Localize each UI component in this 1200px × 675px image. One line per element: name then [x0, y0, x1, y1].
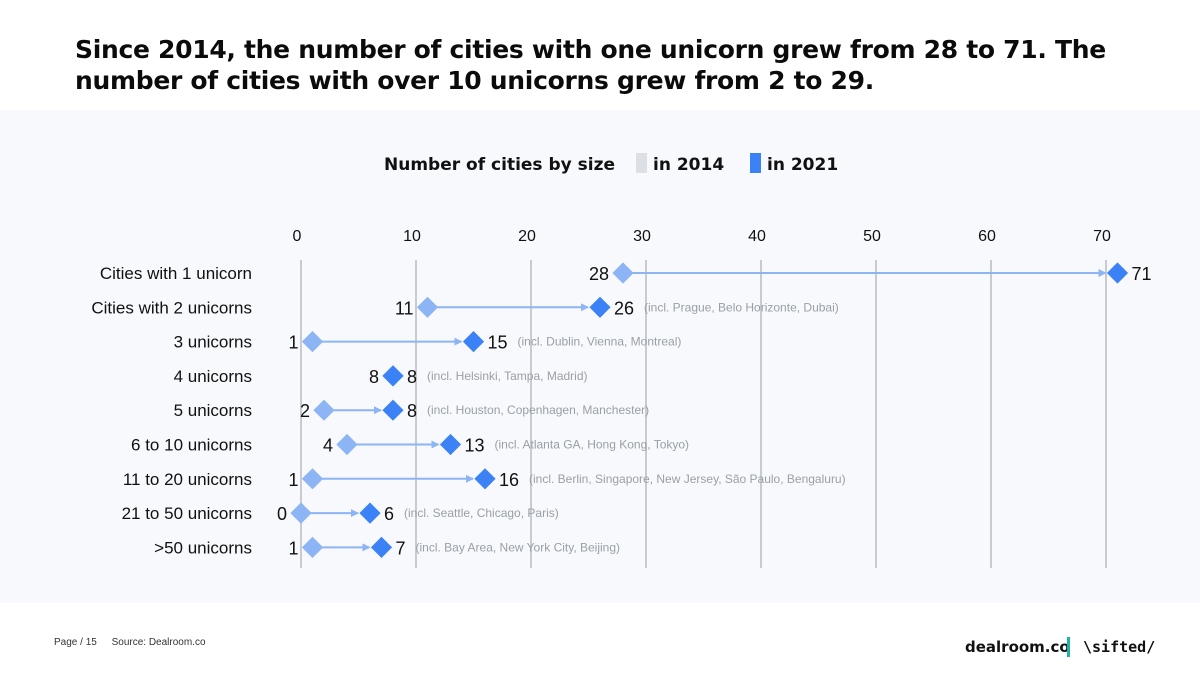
- marker-2014: [313, 399, 335, 421]
- city-annotation: (incl. Berlin, Singapore, New Jersey, Sã…: [529, 472, 846, 486]
- x-tick-label: 20: [518, 228, 536, 245]
- marker-2021: [1106, 262, 1129, 284]
- marker-2014: [336, 433, 358, 456]
- marker-2021: [370, 536, 393, 559]
- value-label-2021: 8: [407, 367, 417, 387]
- marker-2021: [382, 399, 404, 421]
- marker-2014: [301, 330, 324, 353]
- brand-divider: [1067, 637, 1070, 657]
- legend-swatch-2021: [750, 153, 761, 173]
- marker-2014: [416, 296, 439, 318]
- marker-2021: [589, 296, 611, 318]
- legend-swatch-2014: [636, 153, 647, 173]
- legend-label-2021: in 2021: [767, 155, 838, 175]
- value-label-2021: 6: [384, 504, 394, 524]
- marker-2021: [359, 502, 381, 524]
- x-tick-label: 40: [748, 228, 766, 245]
- value-label-2014: 1: [288, 333, 298, 353]
- x-tick-label: 30: [633, 228, 651, 245]
- sifted-logo: \sifted/: [1083, 638, 1156, 656]
- x-tick-label: 10: [403, 228, 421, 245]
- dealroom-logo: dealroom.co: [965, 638, 1070, 656]
- value-label-2021: 15: [488, 333, 508, 353]
- marker-2021: [382, 365, 404, 387]
- x-tick-label: 0: [293, 228, 302, 245]
- legend-title: Number of cities by size: [384, 155, 615, 175]
- marker-2021: [462, 330, 485, 353]
- marker-2014: [301, 536, 324, 559]
- value-label-2021: 13: [465, 436, 485, 456]
- marker-2021: [474, 468, 496, 490]
- value-label-2021: 7: [396, 538, 406, 558]
- category-label: Cities with 2 unicorns: [91, 298, 252, 317]
- category-label: 4 unicorns: [174, 367, 252, 386]
- page-number: Page / 15: [54, 637, 97, 648]
- legend-label-2014: in 2014: [653, 155, 724, 175]
- value-label-2014: 8: [369, 367, 379, 387]
- marker-2014: [301, 468, 324, 490]
- value-label-2014: 1: [288, 470, 298, 490]
- value-label-2014: 1: [288, 538, 298, 558]
- city-annotation: (incl. Helsinki, Tampa, Madrid): [427, 369, 588, 383]
- value-label-2021: 16: [499, 470, 519, 490]
- source-note: Source: Dealroom.co: [111, 637, 206, 648]
- x-tick-label: 60: [978, 228, 996, 245]
- page-title: Since 2014, the number of cities with on…: [75, 35, 1106, 95]
- value-label-2014: 28: [589, 264, 609, 284]
- city-annotation: (incl. Dublin, Vienna, Montreal): [518, 335, 682, 349]
- category-label: 11 to 20 unicorns: [123, 470, 252, 489]
- marker-2021: [439, 433, 462, 456]
- value-label-2021: 26: [614, 298, 634, 318]
- value-label-2014: 4: [323, 436, 333, 456]
- category-label: Cities with 1 unicorn: [100, 264, 252, 283]
- category-label: >50 unicorns: [154, 538, 252, 557]
- city-annotation: (incl. Atlanta GA, Hong Kong, Tokyo): [495, 438, 690, 452]
- marker-2014: [612, 262, 634, 284]
- category-label: 3 unicorns: [174, 333, 252, 352]
- value-label-2021: 71: [1132, 264, 1152, 284]
- value-label-2014: 11: [395, 298, 414, 318]
- category-label: 5 unicorns: [174, 401, 252, 420]
- city-annotation: (incl. Seattle, Chicago, Paris): [404, 506, 559, 520]
- footer: Page / 15 Source: Dealroom.co: [54, 637, 218, 648]
- value-label-2014: 2: [300, 401, 310, 421]
- value-label-2014: 0: [277, 504, 287, 524]
- marker-2014: [290, 502, 312, 524]
- value-label-2021: 8: [407, 401, 417, 421]
- category-label: 21 to 50 unicorns: [122, 504, 252, 523]
- x-tick-label: 70: [1093, 228, 1111, 245]
- city-annotation: (incl. Houston, Copenhagen, Manchester): [427, 403, 649, 417]
- x-tick-label: 50: [863, 228, 881, 245]
- city-annotation: (incl. Bay Area, New York City, Beijing): [416, 540, 621, 554]
- city-annotation: (incl. Prague, Belo Horizonte, Dubai): [644, 300, 839, 314]
- chart-panel: Number of cities by size in 2014 in 2021 0 1…: [0, 110, 1200, 603]
- category-label: 6 to 10 unicorns: [131, 436, 252, 455]
